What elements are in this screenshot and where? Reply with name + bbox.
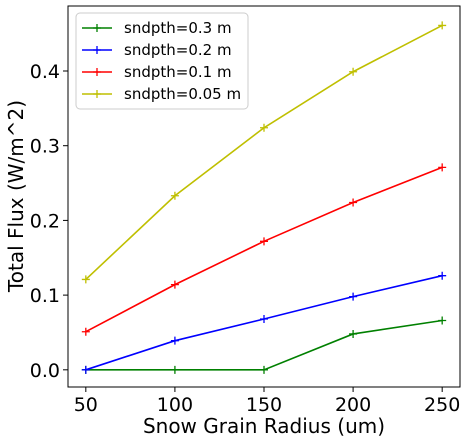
data-point [260,365,268,374]
data-point [260,315,268,324]
y-tick-label: 0.2 [30,210,60,232]
data-point [260,123,268,132]
legend-entry: sndpth=0.3 m [82,19,232,37]
y-axis-label: Total Flux (W/m^2) [4,100,28,293]
series-layer [81,21,447,374]
y-tick-label: 0.4 [30,61,60,83]
data-point [438,316,447,325]
data-point [438,271,447,280]
x-tick-label: 200 [335,394,371,416]
data-point [438,163,447,172]
legend-marker [93,68,101,76]
x-axis-label: Snow Grain Radius (um) [143,414,385,438]
legend-label: sndpth=0.2 m [124,41,232,59]
x-axis: 50 100 150 200 250 [74,387,460,416]
y-tick-label: 0.0 [30,360,60,382]
legend-entry: sndpth=0.2 m [82,41,232,59]
legend-label: sndpth=0.3 m [124,19,232,37]
data-point [349,329,358,338]
x-tick-label: 250 [424,394,460,416]
legend-entry: sndpth=0.1 m [82,63,232,81]
data-point [438,21,447,30]
x-tick-label: 100 [157,394,193,416]
data-point [81,275,90,284]
series-1 [81,316,447,374]
data-point [349,67,358,76]
data-point [170,336,179,345]
legend-box [75,12,249,110]
x-tick-label: 50 [74,394,98,416]
data-point [349,292,358,301]
legend-marker [93,24,101,32]
data-point [260,237,268,246]
series-2 [81,271,447,374]
legend-entry: sndpth=0.05 m [82,85,241,103]
legend-marker [93,46,101,54]
y-tick-label: 0.3 [30,136,60,158]
legend-marker [93,90,101,98]
data-point [170,191,179,200]
legend-label: sndpth=0.05 m [124,85,241,103]
legend: sndpth=0.3 m sndpth=0.2 m sndpth=0.1 m sndp… [75,12,249,110]
data-point [349,198,358,207]
legend-label: sndpth=0.1 m [124,63,232,81]
y-tick-label: 0.1 [30,285,60,307]
series-4 [81,21,447,284]
data-point [81,327,90,336]
y-axis: 0.0 0.1 0.2 0.3 0.4 [30,61,68,382]
data-point [170,365,179,374]
data-point [170,280,179,289]
data-point [81,365,90,374]
series-3 [81,163,447,336]
x-tick-label: 150 [246,394,282,416]
